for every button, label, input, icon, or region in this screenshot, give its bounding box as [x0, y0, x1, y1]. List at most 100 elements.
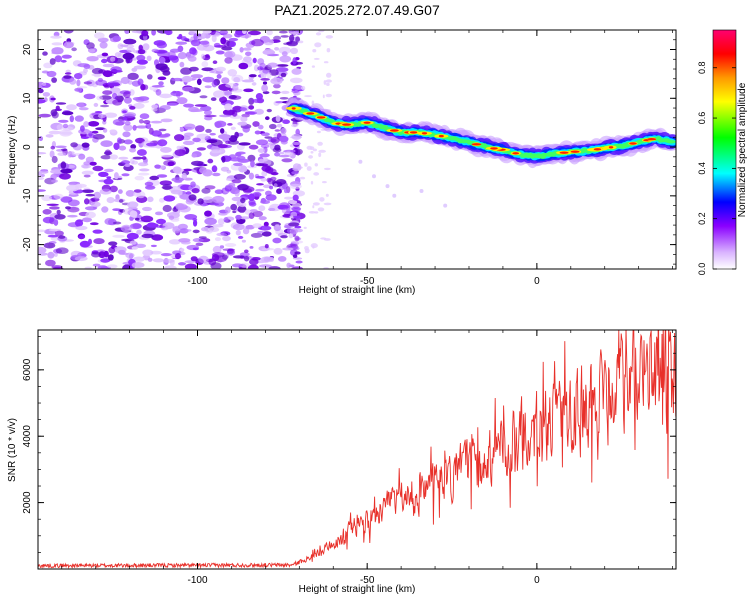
noise-blob — [233, 77, 241, 83]
noise-blob — [133, 256, 145, 262]
noise-blob — [237, 235, 244, 239]
noise-blob — [197, 198, 204, 205]
noise-blob — [49, 206, 60, 210]
noise-blob — [103, 250, 109, 258]
noise-blob — [238, 142, 251, 146]
noise-blob — [170, 189, 183, 195]
y-tick-label: 6000 — [22, 358, 33, 381]
noise-blob — [254, 130, 261, 135]
noise-blob — [53, 193, 64, 200]
noise-blob — [122, 110, 127, 114]
noise-blob — [132, 124, 137, 131]
noise-blob — [205, 54, 210, 58]
noise-blob — [264, 244, 269, 249]
noise-blob — [158, 128, 167, 132]
noise-blob — [155, 89, 162, 96]
noise-blob — [183, 103, 195, 108]
ridge-peak — [512, 152, 520, 155]
noise-blob — [232, 255, 245, 259]
noise-blob — [101, 58, 108, 64]
noise-blob — [75, 225, 88, 231]
noise-blob — [231, 196, 243, 202]
noise-blob — [63, 41, 74, 49]
noise-blob — [46, 203, 59, 206]
noise-blob — [204, 217, 217, 225]
noise-blob — [38, 152, 47, 155]
noise-blob — [120, 224, 132, 233]
noise-blob — [83, 161, 92, 166]
noise-blob — [283, 225, 292, 229]
noise-blob — [51, 42, 63, 46]
noise-blob — [136, 149, 147, 156]
noise-blob — [244, 255, 250, 262]
noise-blob — [269, 185, 274, 190]
noise-blob — [50, 35, 62, 39]
noise-blob — [42, 51, 48, 56]
noise-blob — [319, 197, 325, 202]
noise-blob — [182, 140, 195, 146]
noise-blob — [201, 32, 206, 39]
noise-blob — [96, 95, 103, 101]
ridge-scatter-blob — [358, 159, 363, 164]
noise-blob — [190, 256, 198, 262]
noise-blob — [228, 135, 238, 143]
noise-blob — [117, 249, 126, 255]
noise-blob — [291, 141, 301, 146]
noise-blob — [84, 198, 90, 205]
noise-blob — [51, 179, 58, 183]
noise-blob — [180, 248, 185, 252]
noise-blob — [294, 235, 300, 242]
noise-blob — [318, 152, 322, 158]
noise-blob — [118, 145, 127, 151]
snr-series-line — [38, 330, 676, 569]
noise-blob — [185, 191, 192, 195]
noise-blob — [212, 172, 221, 177]
noise-blob — [38, 229, 46, 233]
noise-blob — [283, 188, 289, 194]
noise-blob — [230, 203, 238, 211]
noise-blob — [112, 118, 125, 126]
noise-blob — [266, 72, 272, 79]
noise-blob — [125, 190, 135, 197]
noise-blob — [67, 214, 78, 218]
noise-blob — [127, 80, 133, 85]
noise-blob — [74, 115, 84, 122]
noise-blob — [136, 59, 148, 65]
noise-blob — [258, 225, 272, 231]
ridge-scatter-blob — [443, 203, 448, 208]
noise-blob — [41, 82, 47, 86]
noise-blob — [143, 120, 151, 124]
noise-blob — [142, 206, 152, 212]
noise-blob — [175, 253, 181, 260]
noise-blob — [270, 137, 280, 144]
snr-panel: -100 -50 0 2000 4000 6000 Height of straight … — [7, 329, 677, 595]
noise-blob — [116, 137, 122, 145]
noise-blob — [232, 223, 245, 231]
noise-blob — [81, 142, 90, 148]
noise-blob — [278, 46, 292, 55]
noise-blob — [233, 162, 243, 167]
noise-blob — [79, 240, 91, 248]
noise-blob — [46, 70, 57, 78]
noise-blob — [241, 239, 246, 243]
noise-blob — [288, 222, 300, 227]
noise-blob — [85, 193, 95, 197]
noise-blob — [291, 68, 302, 75]
noise-blob — [100, 104, 110, 108]
noise-blob — [91, 130, 99, 134]
noise-blob — [271, 90, 281, 95]
noise-blob — [252, 223, 262, 229]
noise-blob — [112, 92, 118, 100]
noise-blob — [134, 175, 145, 181]
noise-blob — [162, 258, 175, 263]
noise-blob — [93, 191, 102, 199]
noise-blob — [141, 30, 149, 37]
noise-blob — [231, 179, 242, 184]
noise-blob — [86, 56, 99, 62]
noise-blob — [140, 215, 154, 223]
noise-blob — [143, 84, 149, 90]
noise-blob — [181, 75, 193, 83]
noise-blob — [326, 48, 331, 53]
noise-blob — [94, 32, 105, 39]
noise-blob — [191, 153, 197, 158]
